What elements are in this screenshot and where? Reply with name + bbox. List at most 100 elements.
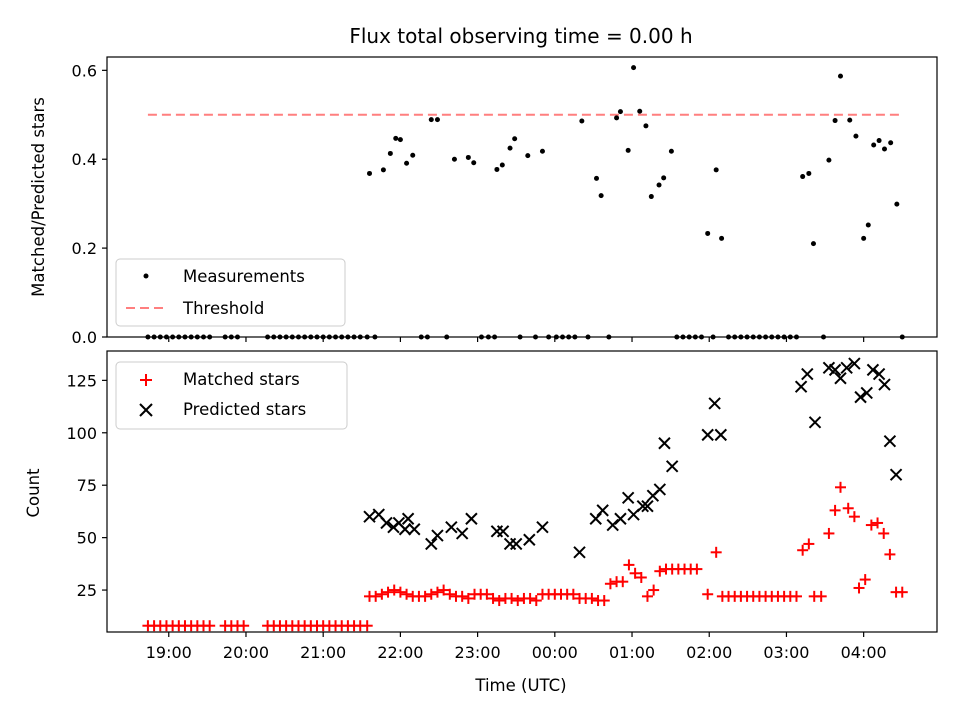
bottom-legend: Matched stars Predicted stars <box>115 361 348 430</box>
measurement-point <box>478 334 484 340</box>
measurement-point <box>726 334 732 340</box>
bottom-x-tick-label: 23:00 <box>455 643 501 662</box>
measurement-points <box>145 65 905 340</box>
measurement-point <box>553 334 559 340</box>
measurement-point <box>661 175 667 181</box>
matched-star-point <box>382 586 394 598</box>
predicted-star-point <box>708 397 721 410</box>
predicted-star-point <box>573 546 586 559</box>
measurement-point <box>157 334 163 340</box>
measurement-point <box>837 73 843 79</box>
predicted-star-point <box>641 499 654 513</box>
measurement-point <box>861 235 867 241</box>
matched-star-point <box>438 584 450 596</box>
measurement-point <box>744 334 750 340</box>
legend-measurement-marker <box>143 273 149 279</box>
predicted-star-point <box>828 363 842 377</box>
predicted-star-point <box>363 510 376 523</box>
matched-star-point <box>648 584 660 596</box>
measurement-point <box>763 334 769 340</box>
measurement-point <box>719 235 725 241</box>
matched-star-point <box>829 504 841 516</box>
measurement-point <box>899 334 905 340</box>
measurement-point <box>410 152 416 158</box>
predicted-star-point <box>523 533 536 546</box>
matched-star-point <box>853 582 865 594</box>
measurement-point <box>188 334 194 340</box>
matched-star-point <box>462 592 474 604</box>
measurement-point <box>821 334 827 340</box>
matched-star-point <box>493 595 505 607</box>
measurement-point <box>614 115 620 121</box>
bottom-panel: 25 50 75 100 125 19:00 20:00 21:00 22:00 23:00 00… <box>24 350 938 695</box>
matched-star-point <box>431 586 443 598</box>
matched-star-point <box>635 571 647 583</box>
predicted-star-point <box>398 523 412 536</box>
bottom-y-tick-label: 25 <box>77 581 97 600</box>
predicted-stars-points <box>363 357 903 559</box>
top-panel: 0.0 0.2 0.4 0.6 Matched/Predicted stars Mea… <box>29 56 938 347</box>
predicted-star-point <box>665 460 679 473</box>
measurement-point <box>572 334 578 340</box>
matched-star-point <box>823 527 835 539</box>
measurement-point <box>434 117 440 123</box>
matched-star-point <box>481 588 493 600</box>
legend-matched-label: Matched stars <box>183 370 300 389</box>
matched-star-point <box>865 519 877 531</box>
bottom-y-axis: 25 50 75 100 125 <box>66 371 107 600</box>
measurement-point <box>648 194 654 200</box>
matched-star-point <box>834 481 846 493</box>
legend-predicted-label: Predicted stars <box>183 400 306 419</box>
measurement-point <box>222 334 228 340</box>
bottom-x-tick-label: 04:00 <box>841 643 887 662</box>
measurement-point <box>265 334 271 340</box>
matched-star-point <box>512 595 524 607</box>
measurement-point <box>699 334 705 340</box>
predicted-star-point <box>860 386 873 400</box>
measurement-point <box>201 334 207 340</box>
matched-star-point <box>842 502 854 514</box>
measurement-point <box>345 334 351 340</box>
matched-star-point <box>238 620 250 632</box>
matched-star-point <box>872 517 884 529</box>
measurement-point <box>393 135 399 141</box>
measurement-point <box>705 230 711 236</box>
measurement-point <box>546 334 552 340</box>
measurement-point <box>499 162 505 168</box>
measurement-point <box>656 182 662 188</box>
legend-plus-marker <box>140 374 152 386</box>
measurement-point <box>320 334 326 340</box>
measurement-point <box>756 334 762 340</box>
measurement-point <box>326 334 332 340</box>
bottom-x-tick-label: 19:00 <box>146 643 192 662</box>
measurement-point <box>387 150 393 156</box>
measurement-point <box>787 334 793 340</box>
matched-star-point <box>361 620 373 632</box>
matched-star-point <box>604 578 616 590</box>
matched-star-point <box>878 527 890 539</box>
predicted-star-point <box>596 504 609 517</box>
bottom-x-axis-label: Time (UTC) <box>474 676 566 695</box>
measurement-point <box>579 118 585 124</box>
matched-star-point <box>444 588 456 600</box>
measurement-point <box>465 154 471 160</box>
predicted-star-point <box>872 367 886 381</box>
measurement-point <box>494 166 500 172</box>
measurement-point <box>894 201 900 207</box>
bottom-x-tick-label: 20:00 <box>223 643 269 662</box>
predicted-star-point <box>801 367 814 381</box>
measurement-point <box>625 147 631 153</box>
matched-star-point <box>394 586 406 598</box>
measurement-point <box>617 109 623 115</box>
measurement-point <box>847 117 853 123</box>
bottom-y-axis-label: Count <box>24 468 43 518</box>
measurement-point <box>145 334 151 340</box>
predicted-star-point <box>866 363 880 377</box>
top-legend-box <box>115 258 346 327</box>
matched-star-point <box>598 595 610 607</box>
matched-star-point <box>884 548 896 560</box>
top-y-tick-label: 0.4 <box>72 150 97 169</box>
matched-star-point <box>376 588 388 600</box>
measurement-point <box>451 156 457 162</box>
measurement-point <box>163 334 169 340</box>
